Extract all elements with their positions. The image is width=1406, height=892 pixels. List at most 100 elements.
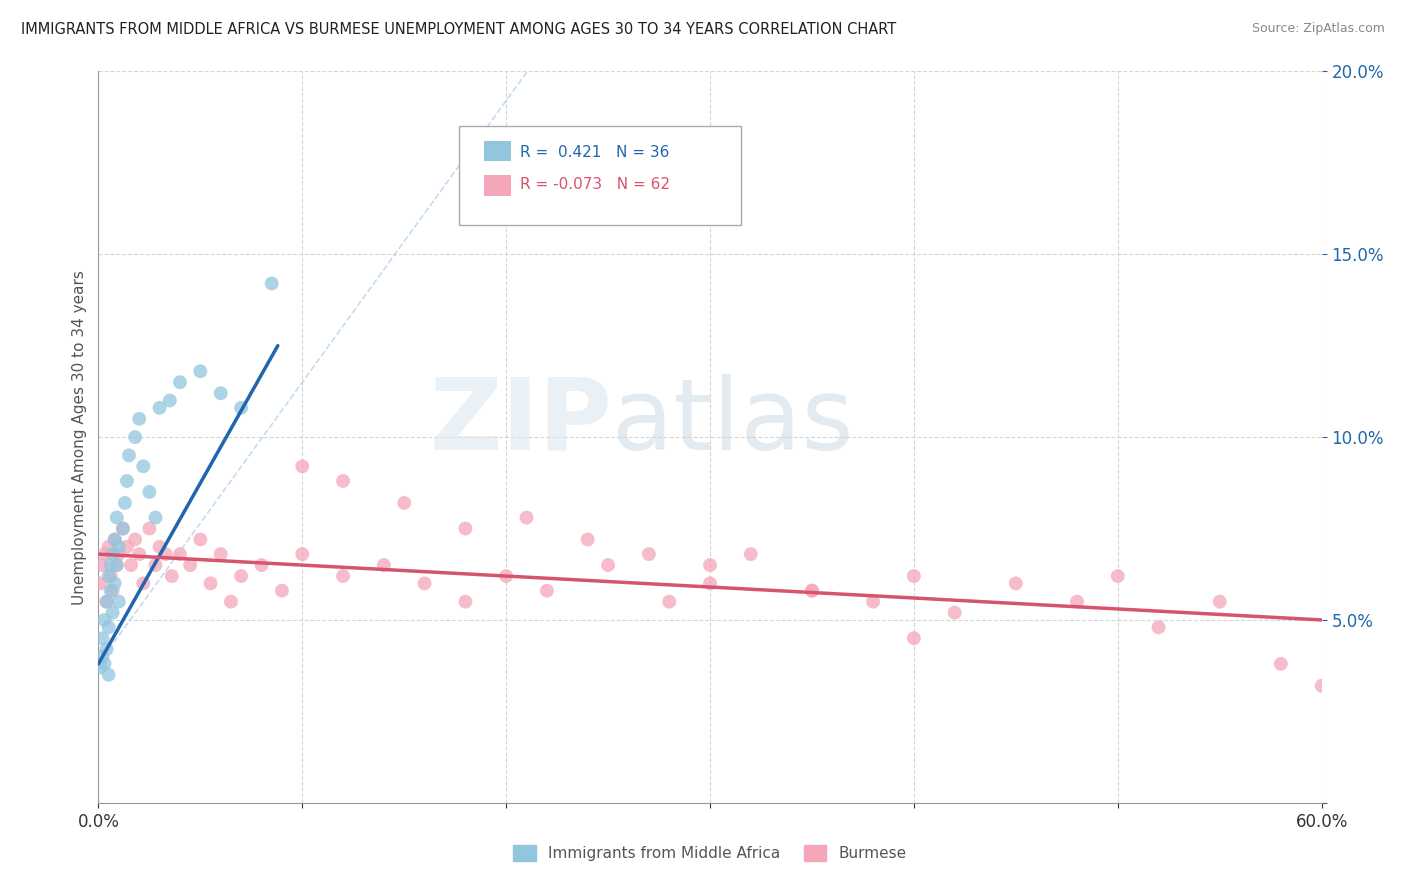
Point — [128, 547, 150, 561]
Point — [159, 393, 181, 408]
Point — [943, 606, 966, 620]
Point — [1270, 657, 1292, 671]
Point — [373, 558, 395, 573]
Point — [1209, 594, 1232, 608]
Point — [145, 558, 167, 573]
Point — [1147, 620, 1170, 634]
Point — [96, 642, 118, 657]
Text: IMMIGRANTS FROM MIDDLE AFRICA VS BURMESE UNEMPLOYMENT AMONG AGES 30 TO 34 YEARS : IMMIGRANTS FROM MIDDLE AFRICA VS BURMESE… — [21, 22, 897, 37]
Point — [454, 594, 477, 608]
Point — [1310, 679, 1333, 693]
Point — [188, 533, 212, 547]
Point — [105, 558, 128, 573]
Point — [132, 576, 155, 591]
Point — [291, 547, 314, 561]
Point — [132, 459, 155, 474]
Point — [209, 547, 232, 561]
Point — [699, 576, 721, 591]
Point — [903, 632, 925, 646]
Point — [169, 547, 191, 561]
Point — [100, 558, 122, 573]
Point — [108, 547, 131, 561]
Point — [138, 521, 160, 535]
Point — [188, 364, 212, 378]
Text: atlas: atlas — [612, 374, 853, 471]
Point — [1004, 576, 1026, 591]
Point — [392, 496, 416, 510]
Point — [250, 558, 273, 573]
Point — [105, 510, 128, 524]
Point — [105, 558, 128, 573]
Point — [145, 510, 167, 524]
Point — [801, 583, 824, 598]
Point — [862, 594, 884, 608]
Point — [536, 583, 558, 598]
Point — [101, 547, 124, 561]
Point — [96, 594, 118, 608]
Point — [454, 521, 477, 535]
Point — [104, 576, 127, 591]
Point — [413, 576, 436, 591]
Point — [124, 533, 146, 547]
Point — [332, 569, 354, 583]
Point — [231, 401, 253, 415]
Point — [903, 569, 925, 583]
Point — [91, 632, 114, 646]
Point — [108, 540, 131, 554]
Point — [658, 594, 681, 608]
Point — [118, 448, 141, 462]
Text: R =  0.421   N = 36: R = 0.421 N = 36 — [520, 145, 669, 160]
Point — [231, 569, 253, 583]
Text: R = -0.073   N = 62: R = -0.073 N = 62 — [520, 178, 671, 193]
Point — [104, 533, 127, 547]
Point — [160, 569, 183, 583]
Point — [332, 474, 354, 488]
Point — [149, 540, 172, 554]
Legend: Immigrants from Middle Africa, Burmese: Immigrants from Middle Africa, Burmese — [513, 845, 907, 861]
Point — [124, 430, 146, 444]
FancyBboxPatch shape — [484, 141, 510, 161]
Point — [270, 583, 294, 598]
Point — [101, 606, 124, 620]
Point — [598, 558, 620, 573]
Point — [1066, 594, 1088, 608]
Point — [115, 540, 138, 554]
Y-axis label: Unemployment Among Ages 30 to 34 years: Unemployment Among Ages 30 to 34 years — [72, 269, 87, 605]
Point — [179, 558, 201, 573]
Point — [200, 576, 222, 591]
Point — [291, 459, 314, 474]
Point — [115, 474, 138, 488]
Point — [89, 660, 111, 674]
Text: Source: ZipAtlas.com: Source: ZipAtlas.com — [1251, 22, 1385, 36]
Point — [91, 558, 114, 573]
Point — [138, 485, 160, 500]
Point — [120, 558, 142, 573]
Point — [260, 277, 283, 291]
Point — [801, 583, 824, 598]
Point — [219, 594, 242, 608]
Point — [111, 521, 134, 535]
Point — [100, 583, 122, 598]
Point — [637, 547, 661, 561]
FancyBboxPatch shape — [460, 126, 741, 225]
Point — [100, 569, 122, 583]
Point — [93, 613, 115, 627]
Point — [149, 401, 172, 415]
Point — [1107, 569, 1129, 583]
Point — [101, 583, 124, 598]
Point — [495, 569, 517, 583]
Point — [104, 533, 127, 547]
Point — [128, 412, 150, 426]
Point — [91, 649, 114, 664]
Point — [97, 667, 120, 681]
Point — [111, 521, 134, 535]
Point — [155, 547, 177, 561]
Point — [108, 594, 131, 608]
Point — [740, 547, 762, 561]
Point — [89, 576, 111, 591]
Point — [96, 594, 118, 608]
Point — [576, 533, 599, 547]
Point — [97, 569, 120, 583]
Point — [169, 375, 191, 389]
Text: ZIP: ZIP — [429, 374, 612, 471]
